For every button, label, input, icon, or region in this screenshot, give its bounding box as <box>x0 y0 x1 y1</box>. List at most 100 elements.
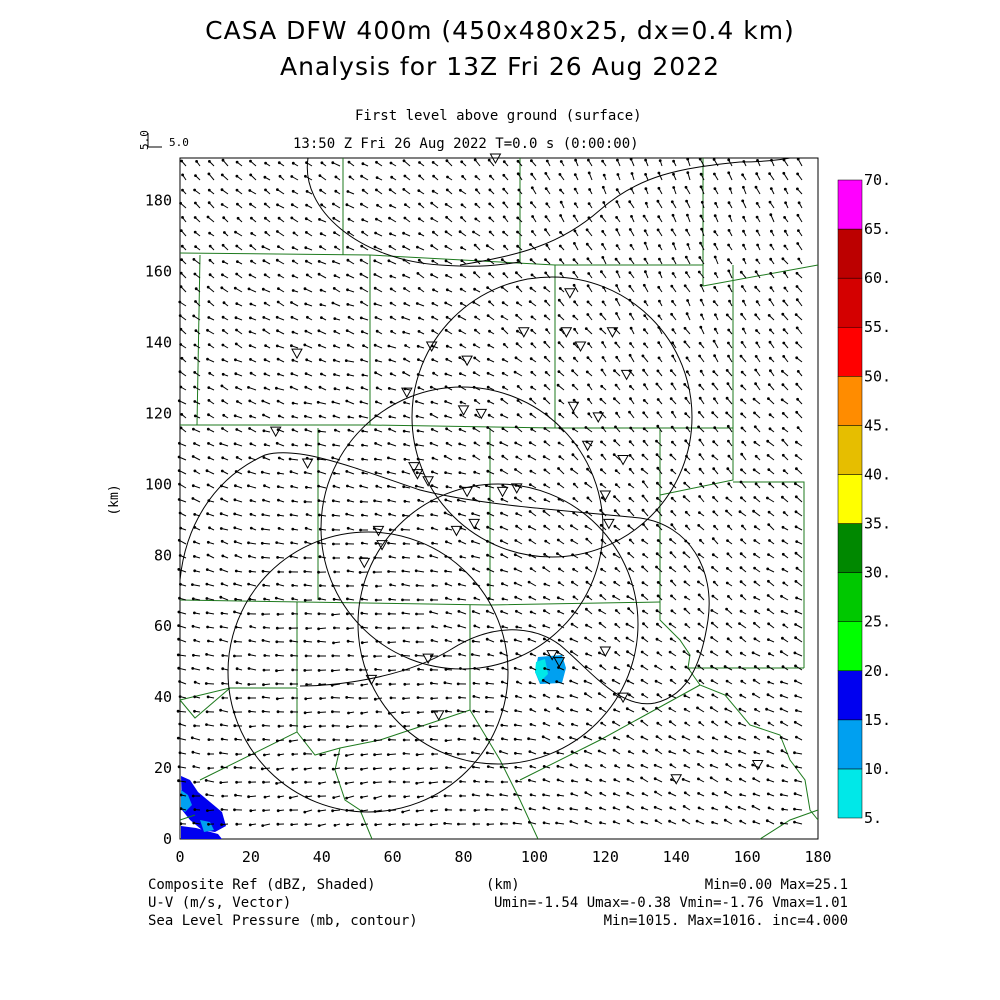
wind-vector-head <box>290 175 294 178</box>
wind-vector-head <box>445 288 449 292</box>
wind-vector-head <box>234 230 237 234</box>
wind-vector-head <box>782 171 786 175</box>
wind-vector-head <box>658 244 661 248</box>
wind-vector-head <box>206 695 210 699</box>
wind-vector-head <box>612 453 616 457</box>
wind-vector-head <box>670 523 674 527</box>
wind-vector-head <box>557 807 561 810</box>
wind-vector-head <box>250 259 253 263</box>
wind-vector-head <box>290 216 294 220</box>
wind-vector-head <box>359 528 363 532</box>
wind-vector-head <box>655 508 659 512</box>
wind-vector-head <box>332 202 335 206</box>
wind-vector-head <box>502 201 506 205</box>
wind-vector-head <box>275 682 279 686</box>
wind-vector-head <box>345 696 349 699</box>
wind-vector-head <box>726 637 730 641</box>
wind-vector-head <box>360 823 364 826</box>
wind-vector-head <box>741 199 745 203</box>
wind-vector-head <box>655 706 658 710</box>
wind-vector-head <box>529 793 533 797</box>
level-label: First level above ground (surface) <box>355 108 642 124</box>
wind-vector-head <box>276 203 279 207</box>
wind-vector-head <box>598 636 601 640</box>
wind-vector-head <box>501 597 505 601</box>
wind-vector-head <box>766 439 770 443</box>
wind-vector-head <box>418 232 422 236</box>
wind-vector-head <box>430 569 434 573</box>
wind-vector-head <box>794 482 797 486</box>
wind-vector-head <box>429 412 433 416</box>
wind-vector-head <box>557 341 561 345</box>
wind-vector-head <box>727 341 730 345</box>
wind-vector-head <box>194 287 198 291</box>
y-tick-label: 180 <box>145 192 172 210</box>
wind-vector-head <box>333 317 337 321</box>
wind-vector-head <box>753 425 757 429</box>
wind-vector-head <box>796 187 799 191</box>
wind-vector-head <box>234 372 238 376</box>
wind-vector-head <box>360 809 364 813</box>
wind-vector-head <box>585 510 589 514</box>
wind-vector-head <box>263 202 267 206</box>
wind-vector-head <box>429 668 433 672</box>
wind-vector-head <box>221 273 224 277</box>
wind-vector-head <box>458 471 462 475</box>
wind-vector-head <box>598 736 602 740</box>
station-marker <box>468 518 481 530</box>
wind-vector-head <box>264 161 268 165</box>
wind-vector-head <box>754 285 758 289</box>
wind-vector-head <box>431 315 435 319</box>
wind-vector-head <box>236 400 239 403</box>
wind-vector-head <box>444 569 448 573</box>
wind-vector-head <box>795 410 799 414</box>
wind-vector-head <box>794 525 798 529</box>
wind-vector-head <box>458 456 462 460</box>
wind-vector-head <box>529 412 533 416</box>
wind-vector-head <box>781 383 785 387</box>
wind-vector-head <box>573 300 576 304</box>
wind-vector-head <box>544 228 547 232</box>
wind-vector-head <box>177 538 181 542</box>
wind-vector-head <box>277 795 281 799</box>
wind-vector-head <box>247 287 251 291</box>
wind-vector-head <box>585 778 589 782</box>
wind-vector-head <box>417 287 421 290</box>
wind-vector-head <box>291 696 295 700</box>
wind-vector-head <box>484 710 488 713</box>
wind-vector-head <box>333 373 336 376</box>
wind-vector-head <box>615 411 618 415</box>
wind-vector-head <box>726 382 730 386</box>
wind-vector-head <box>403 174 407 178</box>
wind-vector-head <box>262 429 266 433</box>
wind-vector-head <box>542 722 546 725</box>
wind-vector-head <box>599 581 603 584</box>
wind-vector-head <box>261 399 265 403</box>
wind-vector-head <box>642 439 646 443</box>
wind-vector-head <box>671 272 675 275</box>
wind-vector-head <box>714 313 717 317</box>
wind-vector-head <box>472 681 476 685</box>
wind-vector-head <box>400 654 404 657</box>
wind-vector-head <box>728 214 732 218</box>
wind-vector-head <box>544 539 548 543</box>
wind-vector-head <box>780 680 783 684</box>
wind-vector-head <box>361 513 364 517</box>
wind-vector-head <box>795 467 798 471</box>
wind-vector-head <box>235 681 239 685</box>
wind-vector-head <box>318 343 321 347</box>
station-marker <box>376 540 388 551</box>
wind-vector-head <box>752 678 756 682</box>
wind-vector-head <box>359 484 363 488</box>
wind-vector-head <box>205 469 209 473</box>
wind-vector-head <box>711 792 715 796</box>
wind-vector-head <box>752 397 756 401</box>
wind-vector-head <box>768 482 772 486</box>
wind-vector-head <box>543 314 547 318</box>
wind-vector-head <box>362 344 365 348</box>
wind-vector-head <box>179 582 182 586</box>
wind-vector-head <box>723 818 727 822</box>
wind-vector-head <box>613 666 617 670</box>
wind-vector-head <box>513 737 517 741</box>
wind-vector-head <box>374 598 378 602</box>
